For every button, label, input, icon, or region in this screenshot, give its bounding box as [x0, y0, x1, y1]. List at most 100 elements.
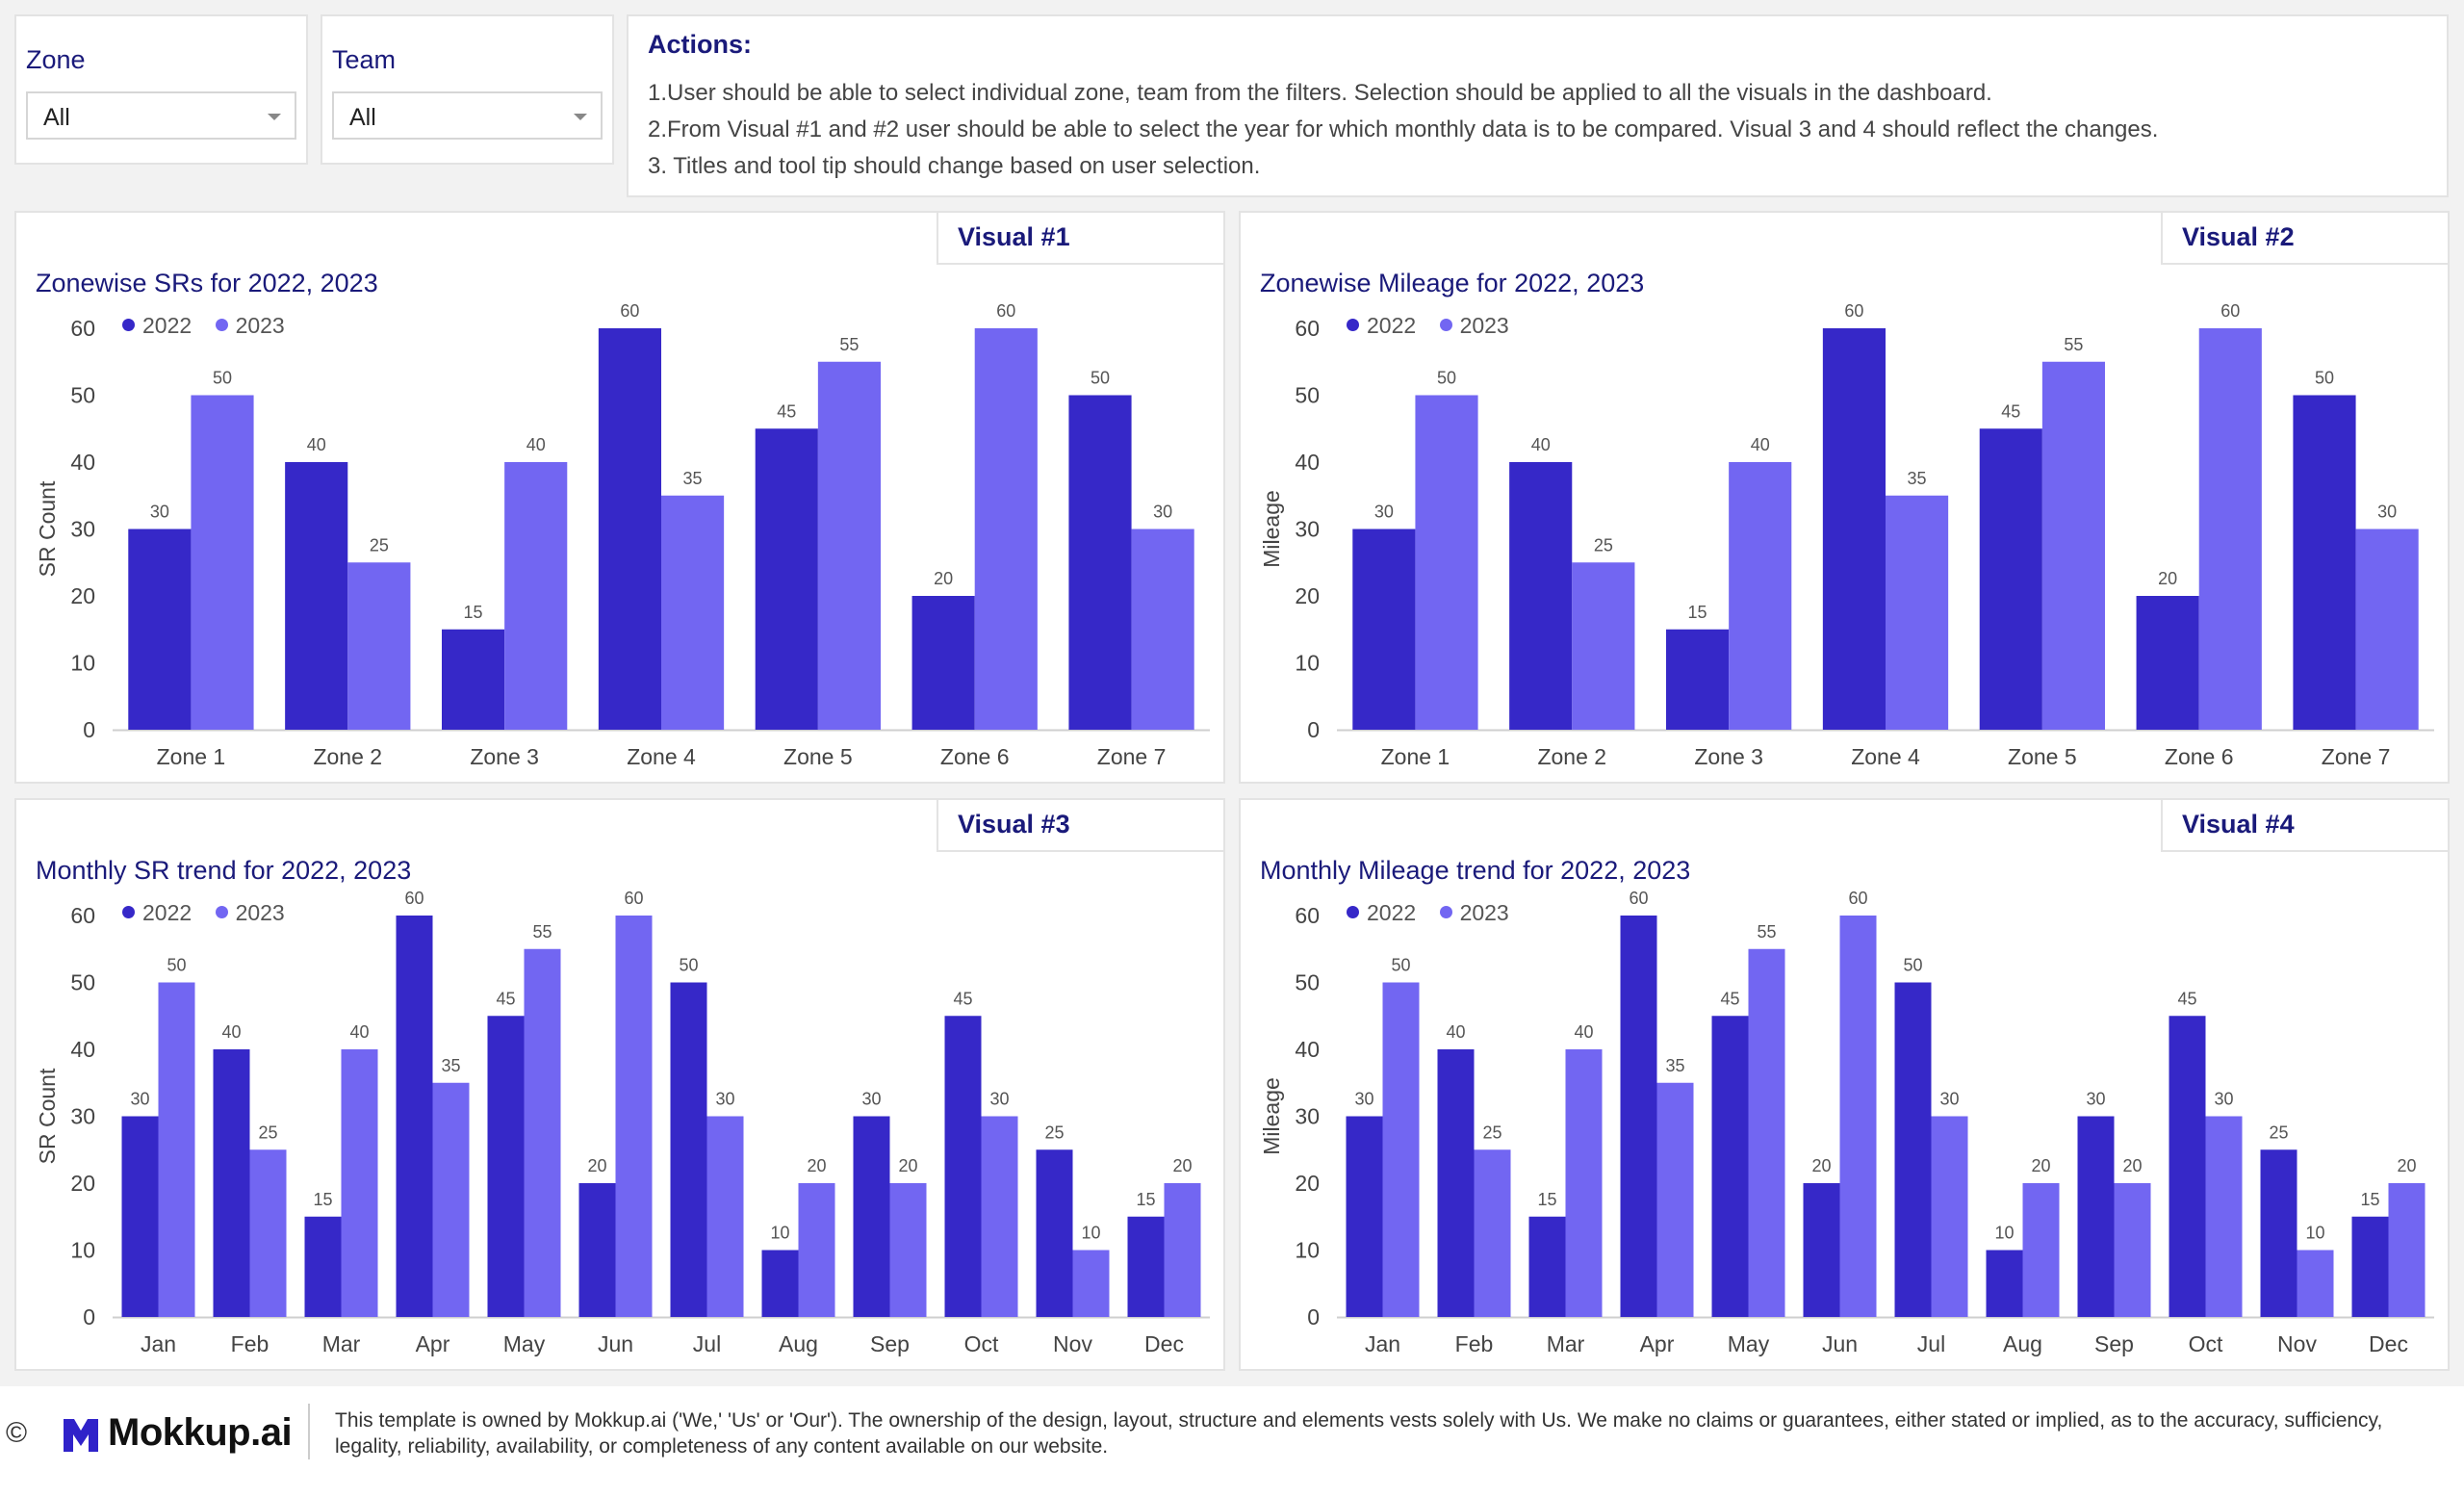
bar-2022-mar[interactable]: [304, 1216, 342, 1317]
bar-2023-apr[interactable]: [432, 1082, 470, 1317]
bar-2023-zone-7[interactable]: [1131, 529, 1194, 731]
bar-2023-jan[interactable]: [1382, 982, 1420, 1318]
bar-2023-zone-6[interactable]: [2198, 328, 2262, 730]
bar-2023-nov[interactable]: [2297, 1250, 2334, 1318]
visual-tab[interactable]: Visual #4: [2161, 798, 2450, 852]
bar-2022-may[interactable]: [1711, 1016, 1749, 1317]
bar-2022-sep[interactable]: [2077, 1116, 2115, 1318]
bar-2022-dec[interactable]: [2351, 1216, 2389, 1317]
bar-2023-zone-4[interactable]: [661, 495, 725, 730]
bar-2022-sep[interactable]: [853, 1116, 890, 1318]
bar-2022-zone-7[interactable]: [2293, 395, 2356, 731]
bar-2022-oct[interactable]: [2169, 1016, 2206, 1317]
bar-2022-aug[interactable]: [761, 1250, 799, 1318]
bar-2022-zone-3[interactable]: [1666, 629, 1730, 730]
bar-2022-zone-4[interactable]: [1822, 328, 1886, 730]
bar-2023-dec[interactable]: [1164, 1183, 1201, 1317]
bar-2022-jun[interactable]: [1803, 1183, 1840, 1317]
bar-2022-zone-6[interactable]: [2136, 596, 2199, 730]
bar-2023-jan[interactable]: [158, 982, 195, 1318]
bar-2023-mar[interactable]: [1565, 1049, 1603, 1317]
bar-2023-may[interactable]: [524, 948, 561, 1317]
bar-2023-zone-4[interactable]: [1886, 495, 1949, 730]
bar-2023-zone-5[interactable]: [2041, 361, 2105, 730]
legend-item-2023[interactable]: 2023: [215, 313, 285, 338]
legend-item-2022[interactable]: 2022: [122, 313, 192, 338]
bar-2023-zone-1[interactable]: [1415, 395, 1478, 731]
bar-2023-zone-7[interactable]: [2355, 529, 2419, 731]
bar-2022-feb[interactable]: [1437, 1049, 1475, 1317]
bar-2023-zone-6[interactable]: [974, 328, 1038, 730]
bar-2023-zone-3[interactable]: [504, 462, 568, 730]
bar-2022-apr[interactable]: [1620, 916, 1657, 1317]
bar-2023-oct[interactable]: [2205, 1116, 2243, 1318]
legend-item-2022[interactable]: 2022: [1347, 313, 1416, 338]
bar-2023-dec[interactable]: [2388, 1183, 2426, 1317]
bar-2023-zone-3[interactable]: [1729, 462, 1792, 730]
legend-item-2023[interactable]: 2023: [1439, 313, 1509, 338]
y-tick-label: 20: [1295, 1171, 1320, 1196]
legend-dot-2023: [215, 906, 228, 919]
bar-2022-aug[interactable]: [1986, 1250, 2023, 1318]
bar-2023-aug[interactable]: [798, 1183, 835, 1317]
bar-2022-zone-5[interactable]: [755, 428, 818, 730]
bar-2023-jul[interactable]: [706, 1116, 744, 1318]
bar-2022-dec[interactable]: [1127, 1216, 1165, 1317]
legend-item-2022[interactable]: 2022: [122, 900, 192, 925]
bar-2022-may[interactable]: [487, 1016, 525, 1317]
bar-2023-zone-1[interactable]: [191, 395, 254, 731]
brand-name[interactable]: Mokkup.ai: [108, 1411, 293, 1454]
legend-label-2022: 2022: [1367, 313, 1417, 338]
bar-2022-oct[interactable]: [944, 1016, 982, 1317]
bar-2022-nov[interactable]: [1036, 1149, 1073, 1317]
bar-2022-jan[interactable]: [1346, 1116, 1383, 1318]
bar-2022-zone-5[interactable]: [1979, 428, 2042, 730]
bar-2023-jun[interactable]: [1839, 916, 1877, 1317]
bar-2022-apr[interactable]: [396, 916, 433, 1317]
y-tick-label: 50: [1295, 970, 1320, 995]
visual-tab[interactable]: Visual #3: [937, 798, 1225, 852]
bar-2023-zone-2[interactable]: [347, 562, 411, 730]
bar-2023-zone-5[interactable]: [817, 361, 881, 730]
data-label: 60: [1844, 301, 1863, 321]
bar-2022-zone-7[interactable]: [1068, 395, 1132, 731]
bar-2022-zone-2[interactable]: [285, 462, 348, 730]
bar-2022-jun[interactable]: [578, 1183, 616, 1317]
bar-2023-sep[interactable]: [889, 1183, 927, 1317]
bar-2022-jul[interactable]: [1894, 982, 1932, 1318]
bar-2023-aug[interactable]: [2022, 1183, 2060, 1317]
bar-2022-zone-1[interactable]: [128, 529, 192, 731]
team-select[interactable]: All: [332, 91, 603, 140]
bar-2023-jun[interactable]: [615, 916, 653, 1317]
bar-2022-zone-1[interactable]: [1352, 529, 1416, 731]
bar-2022-zone-2[interactable]: [1509, 462, 1573, 730]
legend-item-2023[interactable]: 2023: [215, 900, 285, 925]
bar-2023-feb[interactable]: [249, 1149, 287, 1317]
bar-2023-oct[interactable]: [981, 1116, 1018, 1318]
bar-2022-zone-3[interactable]: [442, 629, 505, 730]
y-tick-label: 50: [70, 970, 95, 995]
data-label: 45: [2177, 989, 2196, 1008]
data-label: 40: [526, 435, 546, 454]
legend-item-2023[interactable]: 2023: [1439, 900, 1509, 925]
visual-tab[interactable]: Visual #2: [2161, 211, 2450, 265]
visual-tab[interactable]: Visual #1: [937, 211, 1225, 265]
bar-2023-apr[interactable]: [1656, 1082, 1694, 1317]
bar-2023-sep[interactable]: [2114, 1183, 2151, 1317]
bar-2022-jul[interactable]: [670, 982, 707, 1318]
bar-2022-mar[interactable]: [1528, 1216, 1566, 1317]
bar-2022-zone-6[interactable]: [911, 596, 975, 730]
legend-item-2022[interactable]: 2022: [1347, 900, 1416, 925]
chart-legend: 2022 2023: [1347, 313, 1527, 339]
bar-2022-zone-4[interactable]: [598, 328, 661, 730]
bar-2022-feb[interactable]: [213, 1049, 250, 1317]
bar-2023-zone-2[interactable]: [1572, 562, 1635, 730]
bar-2023-nov[interactable]: [1072, 1250, 1110, 1318]
bar-2023-jul[interactable]: [1931, 1116, 1968, 1318]
bar-2023-feb[interactable]: [1474, 1149, 1511, 1317]
zone-select[interactable]: All: [26, 91, 296, 140]
bar-2022-jan[interactable]: [121, 1116, 159, 1318]
bar-2023-may[interactable]: [1748, 948, 1785, 1317]
bar-2023-mar[interactable]: [341, 1049, 378, 1317]
bar-2022-nov[interactable]: [2260, 1149, 2297, 1317]
